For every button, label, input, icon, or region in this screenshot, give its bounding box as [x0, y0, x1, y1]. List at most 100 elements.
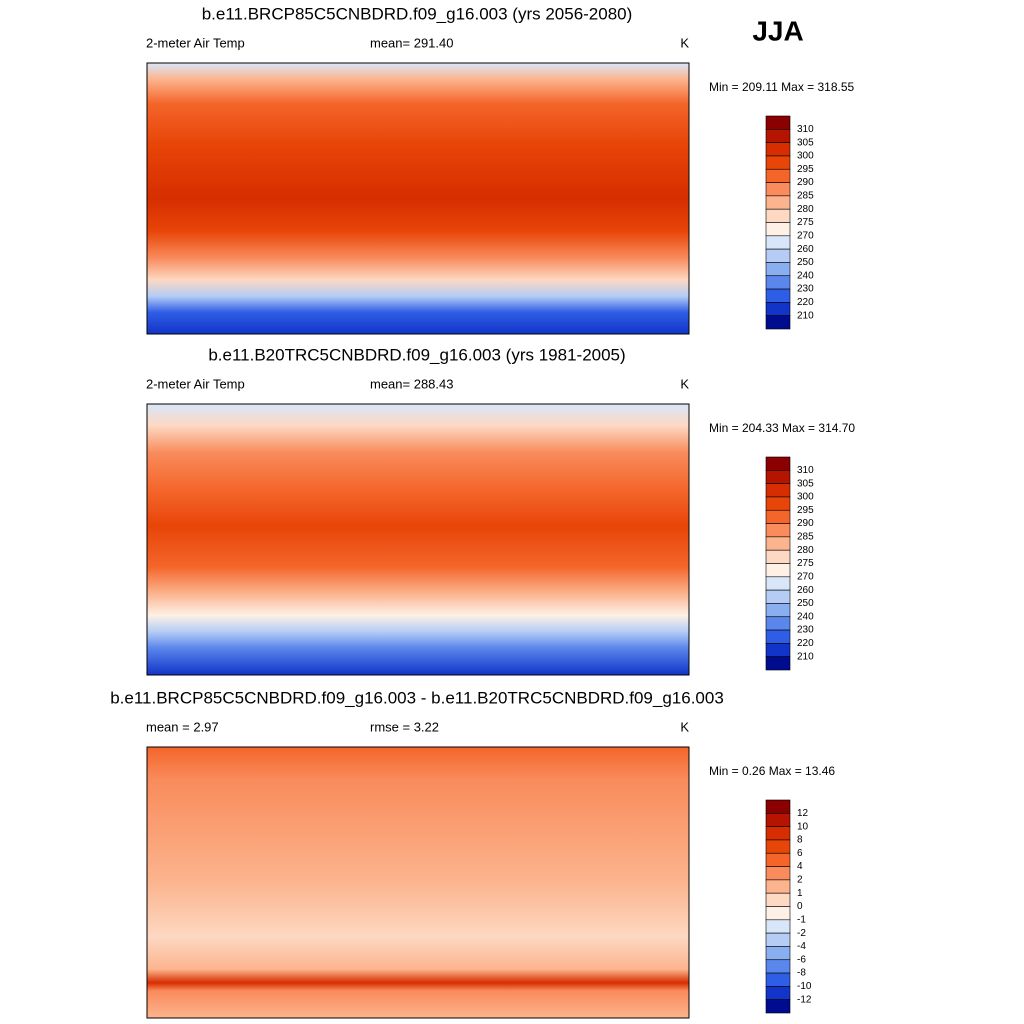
colorbar-box [765, 932, 791, 947]
colorbar-box [765, 195, 791, 210]
colorbar-label: 290 [797, 518, 814, 529]
colorbar-label: 6 [797, 848, 803, 859]
colorbar-box [765, 222, 791, 237]
colorbar-box [765, 866, 791, 881]
colorbar-box [765, 879, 791, 894]
colorbar-label: 220 [797, 297, 814, 308]
colorbar-label: 310 [797, 124, 814, 135]
colorbar-box [765, 536, 791, 551]
colorbar-label: -8 [797, 968, 806, 979]
left-label: 2-meter Air Temp [146, 35, 245, 50]
colorbar-label: 280 [797, 545, 814, 556]
colorbar-label: 295 [797, 505, 814, 516]
colorbar-box [765, 799, 791, 814]
colorbar-box [765, 643, 791, 657]
panel-title: b.e11.BRCP85C5CNBDRD.f09_g16.003 - b.e11… [110, 688, 724, 707]
colorbar-box [765, 208, 791, 223]
colorbar-label: 250 [797, 598, 814, 609]
colorbar-box [765, 616, 791, 631]
center-label: rmse = 3.22 [370, 719, 439, 734]
colorbar-label: 240 [797, 611, 814, 622]
colorbar-label: 310 [797, 465, 814, 476]
colorbar-label: 305 [797, 137, 814, 148]
colorbar-label: -12 [797, 994, 812, 1005]
map-field [146, 403, 690, 676]
colorbar-box [765, 129, 791, 143]
colorbar-label: -1 [797, 914, 806, 925]
colorbar-label: 275 [797, 217, 814, 228]
colorbar-label: 285 [797, 191, 814, 202]
units-label: K [680, 35, 689, 50]
colorbar-label: 300 [797, 492, 814, 503]
colorbar-label: 210 [797, 310, 814, 321]
colorbar-label: 230 [797, 284, 814, 295]
min-max-label: Min = 0.26 Max = 13.46 [709, 764, 835, 778]
center-label: mean= 288.43 [370, 376, 453, 391]
colorbar-label: 220 [797, 638, 814, 649]
colorbar-box [765, 656, 791, 671]
colorbar-box [765, 946, 791, 961]
colorbar-label: 250 [797, 257, 814, 268]
colorbar-box [765, 629, 791, 644]
colorbar-box [765, 549, 791, 564]
colorbar-box [765, 470, 791, 484]
colorbar-label: 240 [797, 270, 814, 281]
colorbar-label: -6 [797, 954, 806, 965]
colorbar-box [765, 315, 791, 330]
colorbar-box [765, 986, 791, 1000]
colorbar-label: 270 [797, 230, 814, 241]
colorbar-box [765, 155, 791, 170]
colorbar-label: 8 [797, 835, 803, 846]
colorbar-label: 275 [797, 558, 814, 569]
colorbar-box [765, 168, 791, 183]
colorbar-label: 10 [797, 821, 809, 832]
colorbar-box [765, 999, 791, 1014]
colorbar-label: 305 [797, 478, 814, 489]
colorbar-label: -10 [797, 981, 812, 992]
colorbar-label: 260 [797, 244, 814, 255]
colorbar-label: 260 [797, 585, 814, 596]
colorbar-box [765, 456, 791, 471]
units-label: K [680, 719, 689, 734]
colorbar-label: 0 [797, 901, 803, 912]
colorbar-box [765, 563, 791, 578]
colorbar-label: -4 [797, 941, 806, 952]
colorbar-box [765, 483, 791, 498]
panel-title: b.e11.BRCP85C5CNBDRD.f09_g16.003 (yrs 20… [202, 4, 633, 23]
colorbar-box [765, 509, 791, 524]
colorbar-box [765, 906, 791, 921]
colorbar-box [765, 262, 791, 277]
season-label: JJA [752, 15, 803, 46]
colorbar-box [765, 142, 791, 157]
colorbar-label: 300 [797, 151, 814, 162]
colorbar-label: 4 [797, 861, 803, 872]
colorbar-box [765, 919, 791, 934]
colorbar-box [765, 972, 791, 987]
colorbar-box [765, 523, 791, 538]
units-label: K [680, 376, 689, 391]
colorbar-box [765, 603, 791, 618]
colorbar-box [765, 496, 791, 511]
colorbar-box [765, 248, 791, 263]
colorbar-label: 230 [797, 625, 814, 636]
colorbar-label: 280 [797, 204, 814, 215]
left-label: mean = 2.97 [146, 719, 219, 734]
colorbar-label: 210 [797, 651, 814, 662]
colorbar-label: -2 [797, 928, 806, 939]
map-field [146, 62, 690, 335]
colorbar-label: 285 [797, 532, 814, 543]
colorbar-box [765, 826, 791, 841]
colorbar-box [765, 576, 791, 591]
colorbar-label: 270 [797, 571, 814, 582]
colorbar-box [765, 235, 791, 250]
colorbar-box [765, 275, 791, 290]
colorbar-box [765, 288, 791, 303]
colorbar-label: 12 [797, 808, 809, 819]
map-field [146, 746, 690, 1019]
colorbar-box [765, 839, 791, 854]
colorbar-box [765, 852, 791, 867]
colorbar-box [765, 892, 791, 907]
center-label: mean= 291.40 [370, 35, 453, 50]
colorbar-label: 1 [797, 888, 803, 899]
